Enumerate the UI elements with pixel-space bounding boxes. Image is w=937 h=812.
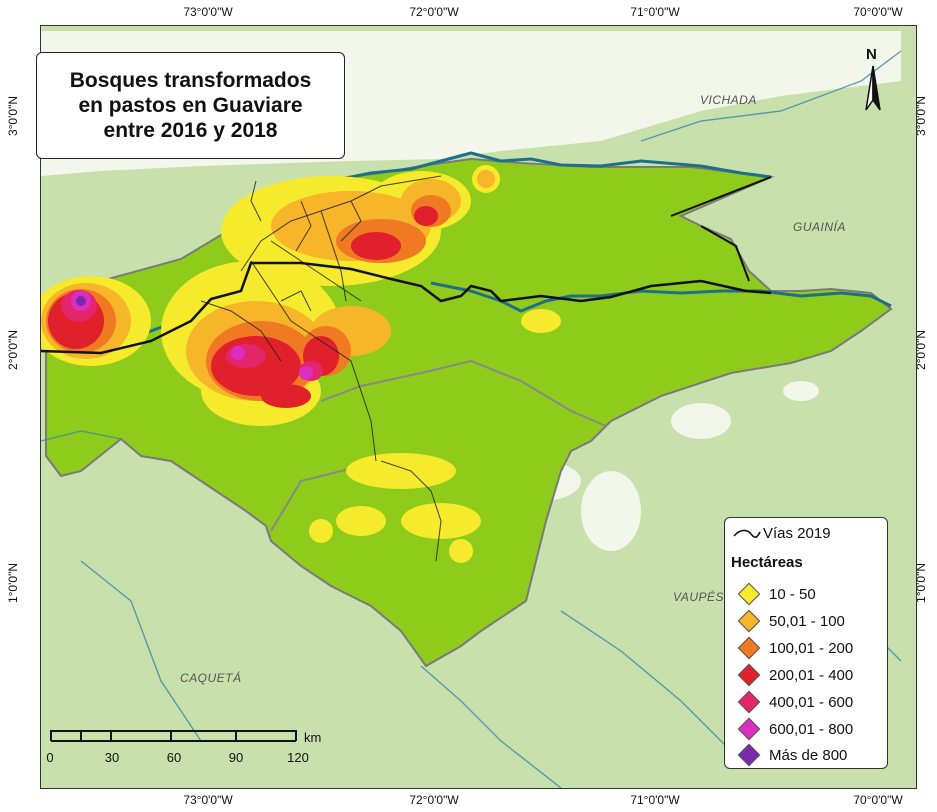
legend-class-label: 200,01 - 400 — [769, 666, 854, 684]
legend-class-label: 600,01 - 800 — [769, 720, 854, 738]
scale-bar — [50, 730, 297, 742]
map-title-line-2: en pastos en Guaviare — [78, 94, 303, 117]
north-arrow-label: N — [866, 46, 877, 63]
bottom-coord-73w: 73°0'0"W — [183, 793, 233, 807]
legend-class-item: 400,01 - 600 — [737, 690, 854, 714]
left-coord-3n: 3°0'0"N — [6, 96, 20, 137]
scale-tick-120: 120 — [287, 750, 309, 765]
top-coord-71w: 71°0'0"W — [630, 5, 680, 19]
legend-roads-label: Vías 2019 — [763, 525, 831, 542]
region-label-caqueta: CAQUETÁ — [180, 671, 242, 685]
map-legend: Vías 2019 Hectáreas 10 - 50 50,01 - 100 10… — [724, 517, 888, 769]
scale-tick-0: 0 — [46, 750, 54, 765]
deforestation-heatmap — [41, 165, 561, 563]
legend-class-label: Más de 800 — [769, 746, 848, 764]
legend-class-item: 50,01 - 100 — [737, 609, 845, 633]
legend-diamond-icon — [737, 663, 761, 687]
legend-diamond-icon — [737, 609, 761, 633]
top-coord-73w: 73°0'0"W — [183, 5, 233, 19]
legend-diamond-icon — [737, 582, 761, 606]
map-title-box: Bosques transformados en pastos en Guavi… — [36, 52, 345, 159]
top-coord-70w: 70°0'0"W — [853, 5, 903, 19]
region-label-vichada: VICHADA — [700, 93, 757, 107]
legend-class-label: 400,01 - 600 — [769, 693, 854, 711]
scale-unit: km — [304, 730, 322, 745]
department-boundary-line — [320, 359, 607, 427]
legend-class-item: Más de 800 — [737, 743, 848, 767]
municipal-boundary — [41, 261, 772, 355]
legend-diamond-icon — [737, 717, 761, 741]
legend-hectares-title: Hectáreas — [731, 554, 803, 571]
region-label-guainia: GUAINÍA — [793, 220, 846, 234]
legend-class-item: 100,01 - 200 — [737, 636, 854, 660]
roads-network — [200, 175, 442, 562]
left-coord-2n: 2°0'0"N — [6, 330, 20, 371]
scale-tick-90: 90 — [228, 750, 244, 765]
scale-tick-60: 60 — [166, 750, 182, 765]
legend-class-label: 100,01 - 200 — [769, 639, 854, 657]
top-coord-72w: 72°0'0"W — [409, 5, 459, 19]
north-arrow-icon — [865, 65, 881, 111]
legend-class-item: 10 - 50 — [737, 582, 816, 606]
scale-tick-30: 30 — [104, 750, 120, 765]
road-line-icon — [733, 529, 761, 538]
map-title-line-1: Bosques transformados — [69, 69, 312, 92]
bottom-coord-72w: 72°0'0"W — [409, 793, 459, 807]
legend-class-label: 50,01 - 100 — [769, 612, 845, 630]
region-label-vaupes: VAUPÉS — [673, 590, 725, 604]
legend-class-label: 10 - 50 — [769, 585, 816, 603]
legend-diamond-icon — [737, 743, 761, 767]
map-title-line-3: entre 2016 y 2018 — [103, 119, 278, 142]
bottom-coord-70w: 70°0'0"W — [853, 793, 903, 807]
left-coord-1n: 1°0'0"N — [6, 563, 20, 604]
legend-diamond-icon — [737, 636, 761, 660]
legend-diamond-icon — [737, 690, 761, 714]
legend-class-item: 200,01 - 400 — [737, 663, 854, 687]
legend-roads: Vías 2019 — [733, 525, 831, 542]
bottom-coord-71w: 71°0'0"W — [630, 793, 680, 807]
legend-class-item: 600,01 - 800 — [737, 717, 854, 741]
